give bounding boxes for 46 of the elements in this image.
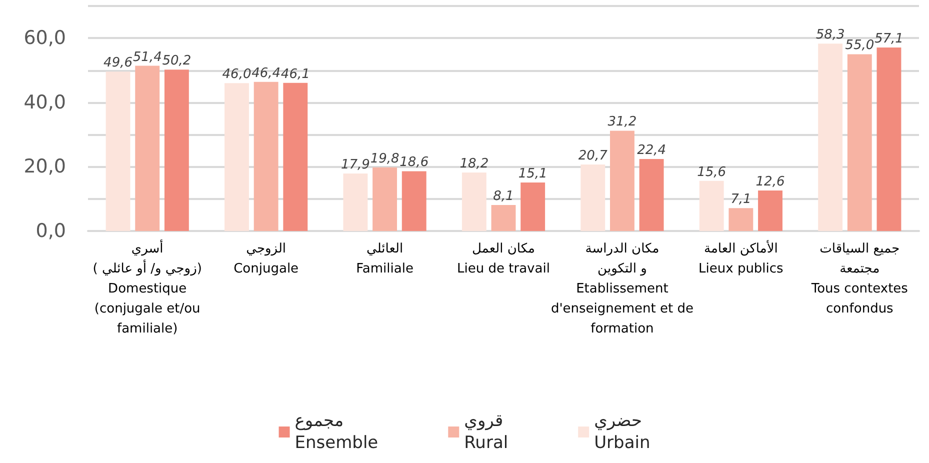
data-label: 31,2 <box>608 114 637 130</box>
data-label: 19,8 <box>370 151 400 166</box>
data-label: 46,4 <box>252 66 281 81</box>
bar <box>402 171 426 231</box>
data-label: 55,0 <box>845 38 874 54</box>
bar <box>580 164 606 231</box>
bar <box>876 47 902 231</box>
data-label: 46,0 <box>222 67 252 82</box>
bar <box>106 72 130 231</box>
bar <box>758 190 782 231</box>
bar <box>135 66 160 231</box>
bar <box>728 208 754 231</box>
bar <box>254 82 278 231</box>
bar <box>343 173 368 231</box>
data-label: 18,6 <box>400 155 429 170</box>
data-label: 15,6 <box>697 164 726 180</box>
bar <box>372 167 398 231</box>
y-tick-label: 60,0 <box>24 27 66 50</box>
bar <box>164 70 189 231</box>
data-label: 12,6 <box>756 174 785 190</box>
bar <box>818 44 843 231</box>
data-label: 46,1 <box>280 66 310 82</box>
data-label: 20,7 <box>578 148 608 164</box>
data-label: 22,4 <box>637 143 666 158</box>
data-label: 15,1 <box>518 166 548 182</box>
data-label: 49,6 <box>104 56 133 71</box>
y-tick-label: 20,0 <box>24 156 66 178</box>
bar <box>224 83 249 231</box>
data-label: 18,2 <box>460 156 489 172</box>
bar <box>283 82 308 231</box>
bar <box>462 172 486 231</box>
data-label: 58,3 <box>816 28 845 43</box>
bar <box>520 182 546 231</box>
bar <box>639 159 664 231</box>
bar <box>610 130 634 231</box>
data-label: 8,1 <box>493 188 514 204</box>
data-label: 50,2 <box>162 54 192 69</box>
data-label: 57,1 <box>874 31 904 46</box>
bar <box>491 204 516 231</box>
bar <box>699 180 724 231</box>
y-tick-label: 40,0 <box>24 91 66 114</box>
bar <box>847 54 872 231</box>
y-tick-label: 0,0 <box>36 220 66 242</box>
data-label: 7,1 <box>730 192 752 208</box>
data-label: 51,4 <box>132 50 162 65</box>
data-label: 17,9 <box>340 157 370 172</box>
